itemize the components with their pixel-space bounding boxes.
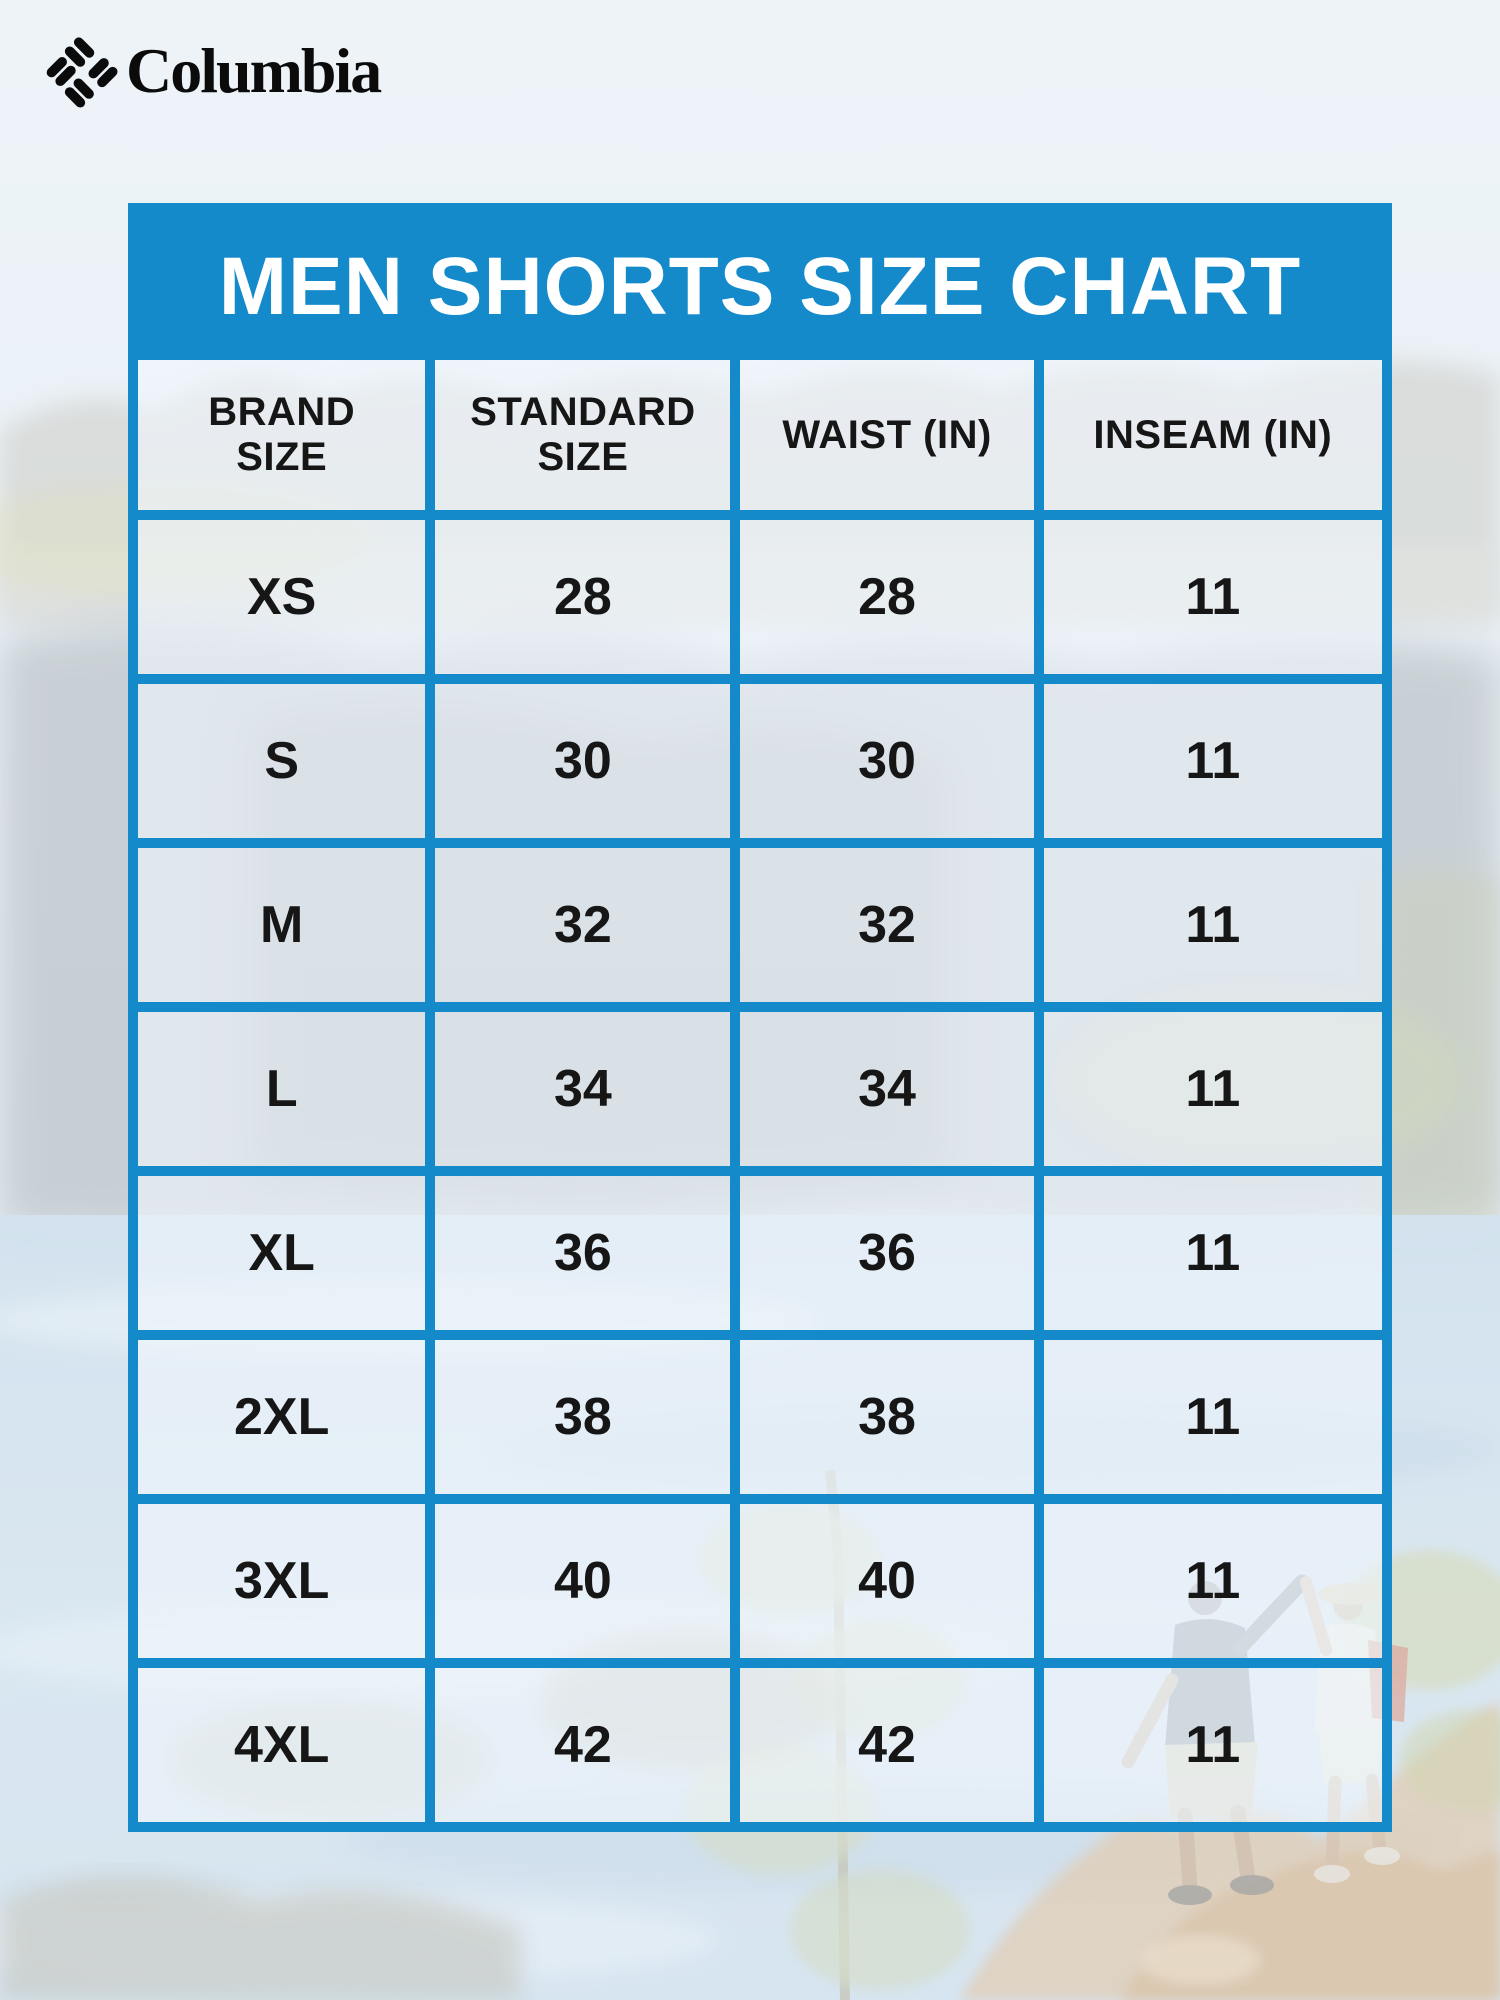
table-cell-inseam: 11 xyxy=(1043,1340,1382,1494)
header-cell-standard-size: STANDARD SIZE xyxy=(435,360,731,510)
table-cell-waist: 28 xyxy=(740,520,1034,674)
header-label: INSEAM (IN) xyxy=(1093,412,1333,457)
chart-grid: BRAND SIZE STANDARD SIZE WAIST (IN) INSEAM … xyxy=(138,360,1382,1822)
table-cell-brand-size: 3XL xyxy=(138,1504,426,1658)
header-cell-inseam: INSEAM (IN) xyxy=(1043,360,1382,510)
river-bank-left xyxy=(0,1875,520,2000)
table-cell-inseam: 11 xyxy=(1043,1012,1382,1166)
size-chart-table: MEN SHORTS SIZE CHART BRAND SIZE STANDARD… xyxy=(128,203,1392,1832)
chart-title: MEN SHORTS SIZE CHART xyxy=(138,213,1382,360)
header-cell-brand-size: BRAND SIZE xyxy=(138,360,426,510)
table-cell-standard-size: 36 xyxy=(435,1176,731,1330)
table-cell-standard-size: 42 xyxy=(435,1668,731,1822)
table-cell-brand-size: L xyxy=(138,1012,426,1166)
table-cell-inseam: 11 xyxy=(1043,684,1382,838)
table-cell-brand-size: 2XL xyxy=(138,1340,426,1494)
table-cell-standard-size: 32 xyxy=(435,848,731,1002)
header-cell-waist: WAIST (IN) xyxy=(740,360,1034,510)
table-cell-waist: 38 xyxy=(740,1340,1034,1494)
header-label: STANDARD SIZE xyxy=(470,390,696,479)
table-cell-waist: 34 xyxy=(740,1012,1034,1166)
table-cell-inseam: 11 xyxy=(1043,1668,1382,1822)
brand-wordmark: Columbia xyxy=(126,35,382,106)
table-cell-standard-size: 38 xyxy=(435,1340,731,1494)
header-label: WAIST (IN) xyxy=(782,412,992,457)
table-cell-inseam: 11 xyxy=(1043,1176,1382,1330)
table-cell-waist: 42 xyxy=(740,1668,1034,1822)
table-cell-standard-size: 30 xyxy=(435,684,731,838)
table-cell-standard-size: 40 xyxy=(435,1504,731,1658)
header-label: BRAND SIZE xyxy=(208,390,356,479)
brand-logo: Columbia xyxy=(44,34,382,108)
columbia-gem-icon xyxy=(46,37,118,108)
table-cell-standard-size: 28 xyxy=(435,520,731,674)
table-cell-brand-size: XL xyxy=(138,1176,426,1330)
table-cell-waist: 40 xyxy=(740,1504,1034,1658)
table-cell-inseam: 11 xyxy=(1043,520,1382,674)
table-cell-brand-size: XS xyxy=(138,520,426,674)
table-cell-waist: 30 xyxy=(740,684,1034,838)
table-cell-inseam: 11 xyxy=(1043,848,1382,1002)
table-cell-brand-size: M xyxy=(138,848,426,1002)
table-cell-inseam: 11 xyxy=(1043,1504,1382,1658)
table-cell-waist: 36 xyxy=(740,1176,1034,1330)
table-cell-standard-size: 34 xyxy=(435,1012,731,1166)
table-cell-brand-size: 4XL xyxy=(138,1668,426,1822)
table-cell-brand-size: S xyxy=(138,684,426,838)
table-cell-waist: 32 xyxy=(740,848,1034,1002)
